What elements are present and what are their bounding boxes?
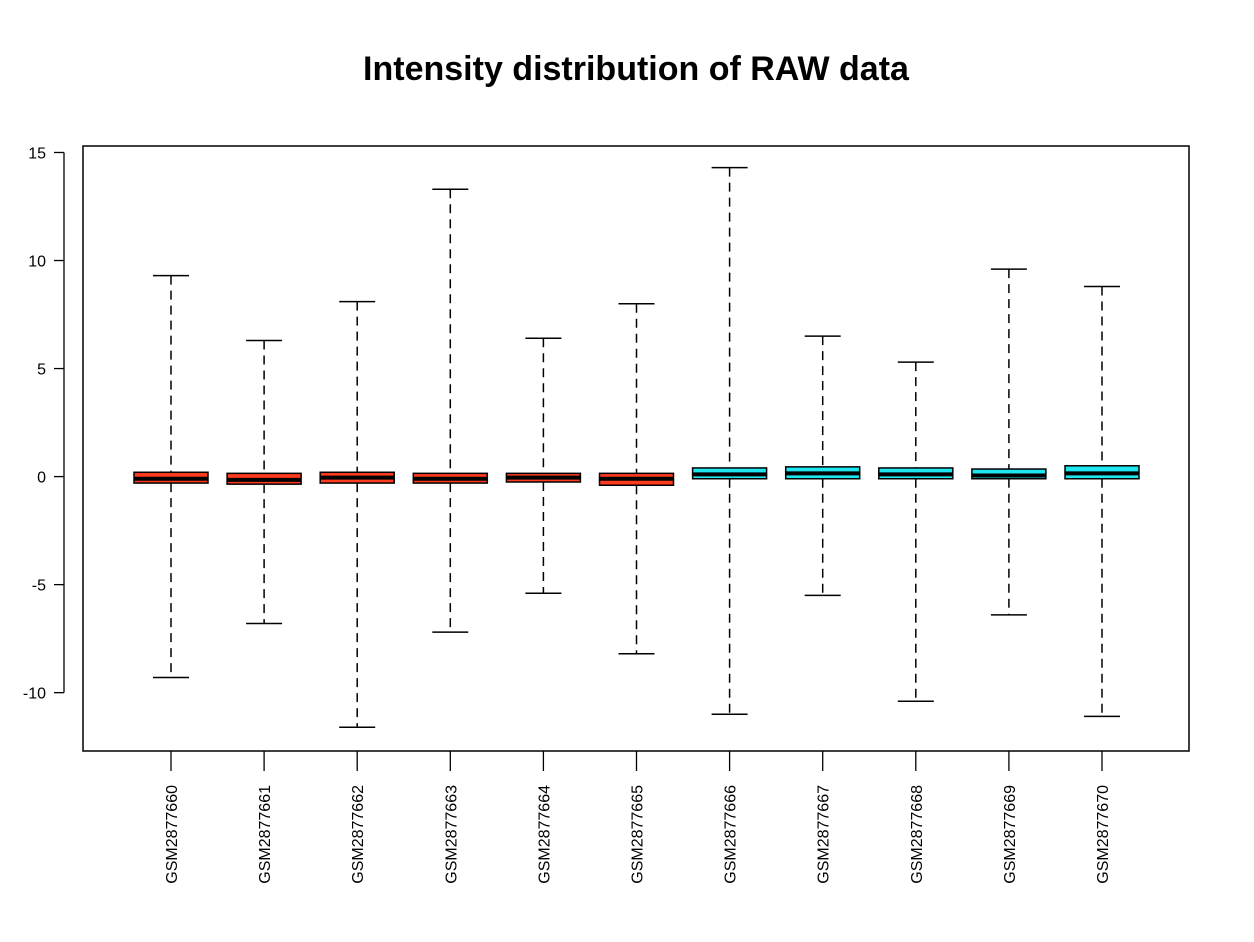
box-GSM2877670	[1064, 285, 1140, 718]
x-tick-label: GSM2877664	[536, 785, 553, 884]
box-GSM2877665	[598, 302, 675, 655]
x-tick-label: GSM2877667	[816, 785, 833, 884]
x-tick-label: GSM2877665	[630, 785, 647, 884]
y-tick-label: 15	[28, 145, 46, 162]
x-tick-label: GSM2877663	[443, 785, 460, 884]
box-GSM2877668	[878, 361, 954, 703]
x-tick-label: GSM2877662	[350, 785, 367, 884]
y-tick-label: -10	[23, 686, 46, 703]
y-tick-label: 10	[28, 254, 46, 271]
box-GSM2877663	[412, 188, 489, 633]
box-GSM2877669	[971, 268, 1047, 616]
x-tick-label: GSM2877669	[1002, 785, 1019, 884]
x-tick-label: GSM2877668	[909, 785, 926, 884]
box-GSM2877667	[784, 335, 861, 597]
x-tick-label: GSM2877666	[723, 785, 740, 884]
chart-title: Intensity distribution of RAW data	[363, 50, 910, 88]
y-tick-label: 5	[37, 362, 46, 379]
box-GSM2877666	[691, 166, 768, 716]
x-tick-label: GSM2877660	[164, 785, 181, 884]
x-axis: GSM2877660 GSM2877661 GSM2877662 GSM2877663…	[164, 751, 1112, 884]
y-tick-label: 0	[37, 470, 46, 487]
x-tick-label: GSM2877661	[257, 785, 274, 884]
y-tick-label: -5	[32, 578, 46, 595]
box-GSM2877661	[226, 339, 302, 625]
boxes-group	[133, 166, 1140, 728]
box-GSM2877662	[319, 300, 395, 728]
box-GSM2877660	[133, 274, 209, 679]
y-axis: 15 10 5 0 -5 -10	[23, 145, 65, 703]
box-GSM2877664	[505, 337, 582, 595]
x-tick-label: GSM2877670	[1095, 785, 1112, 884]
plot-frame	[82, 145, 1190, 752]
